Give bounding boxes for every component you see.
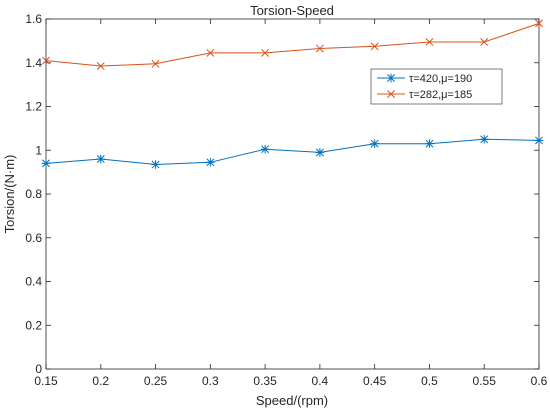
x-tick-label: 0.5 [421, 374, 438, 388]
legend-marker-series-2 [387, 90, 395, 98]
data-point-series-1 [96, 154, 106, 164]
data-point-series-1 [41, 159, 51, 168]
x-tick-label: 0.6 [531, 374, 548, 388]
data-point-series-2 [315, 44, 324, 53]
y-tick-label: 1.6 [25, 12, 42, 26]
data-point-series-2 [480, 38, 489, 46]
data-point-series-2 [96, 62, 105, 70]
legend-label-series-1: τ=420,μ=190 [409, 73, 472, 85]
series-line-2 [45, 22, 540, 67]
data-point-series-1 [315, 148, 325, 157]
y-tick-label: 1 [35, 143, 42, 157]
data-point-series-2 [535, 19, 543, 28]
x-axis-label: Speed/(rpm) [256, 393, 328, 408]
x-tick-label: 0.35 [253, 374, 277, 388]
data-point-series-1 [370, 139, 379, 149]
chart-title: Torsion-Speed [250, 3, 334, 18]
x-tick-label: 0.2 [92, 374, 109, 388]
y-axis: 0 0.2 0.4 0.6 0.8 1 1.2 1.4 1.6 [25, 12, 539, 376]
legend-marker-series-1 [386, 73, 396, 83]
legend-label-series-2: τ=282,μ=185 [409, 89, 472, 101]
y-tick-label: 0 [35, 362, 42, 376]
data-point-series-1 [206, 157, 215, 167]
x-tick-label: 0.4 [312, 374, 329, 388]
x-tick-label: 0.3 [202, 374, 219, 388]
y-tick-label: 1.2 [25, 100, 42, 114]
y-tick-label: 1.4 [25, 56, 42, 70]
data-point-series-2 [261, 48, 270, 57]
data-point-series-1 [479, 134, 489, 144]
y-tick-label: 0.4 [25, 275, 42, 289]
y-tick-label: 0.2 [25, 318, 42, 332]
y-axis-label: Torsion/(N·m) [2, 155, 17, 234]
series-line-1 [45, 138, 540, 166]
y-tick-label: 0.8 [25, 187, 42, 201]
data-point-series-1 [151, 160, 160, 169]
data-point-series-2 [206, 48, 215, 57]
series-layer [41, 19, 544, 169]
data-point-series-2 [370, 42, 379, 51]
legend-box [370, 68, 503, 105]
data-point-series-1 [534, 136, 544, 145]
data-point-series-1 [260, 144, 270, 154]
data-point-series-2 [425, 38, 434, 46]
x-tick-label: 0.15 [34, 374, 58, 388]
y-tick-label: 0.6 [25, 231, 42, 245]
x-axis: 0.15 0.2 0.25 0.3 0.35 0.4 0.45 0.5 0.55 0.6 [34, 19, 548, 388]
data-point-series-2 [42, 56, 50, 65]
legend-marker-glyph [387, 90, 395, 98]
x-tick-label: 0.55 [473, 374, 497, 388]
x-tick-label: 0.45 [363, 374, 387, 388]
x-tick-label: 0.25 [144, 374, 168, 388]
data-point-series-1 [425, 139, 434, 149]
legend: τ=420,μ=190 τ=282,μ=185 [370, 68, 503, 105]
legend-marker-glyph [386, 73, 396, 83]
data-point-series-2 [151, 59, 160, 68]
